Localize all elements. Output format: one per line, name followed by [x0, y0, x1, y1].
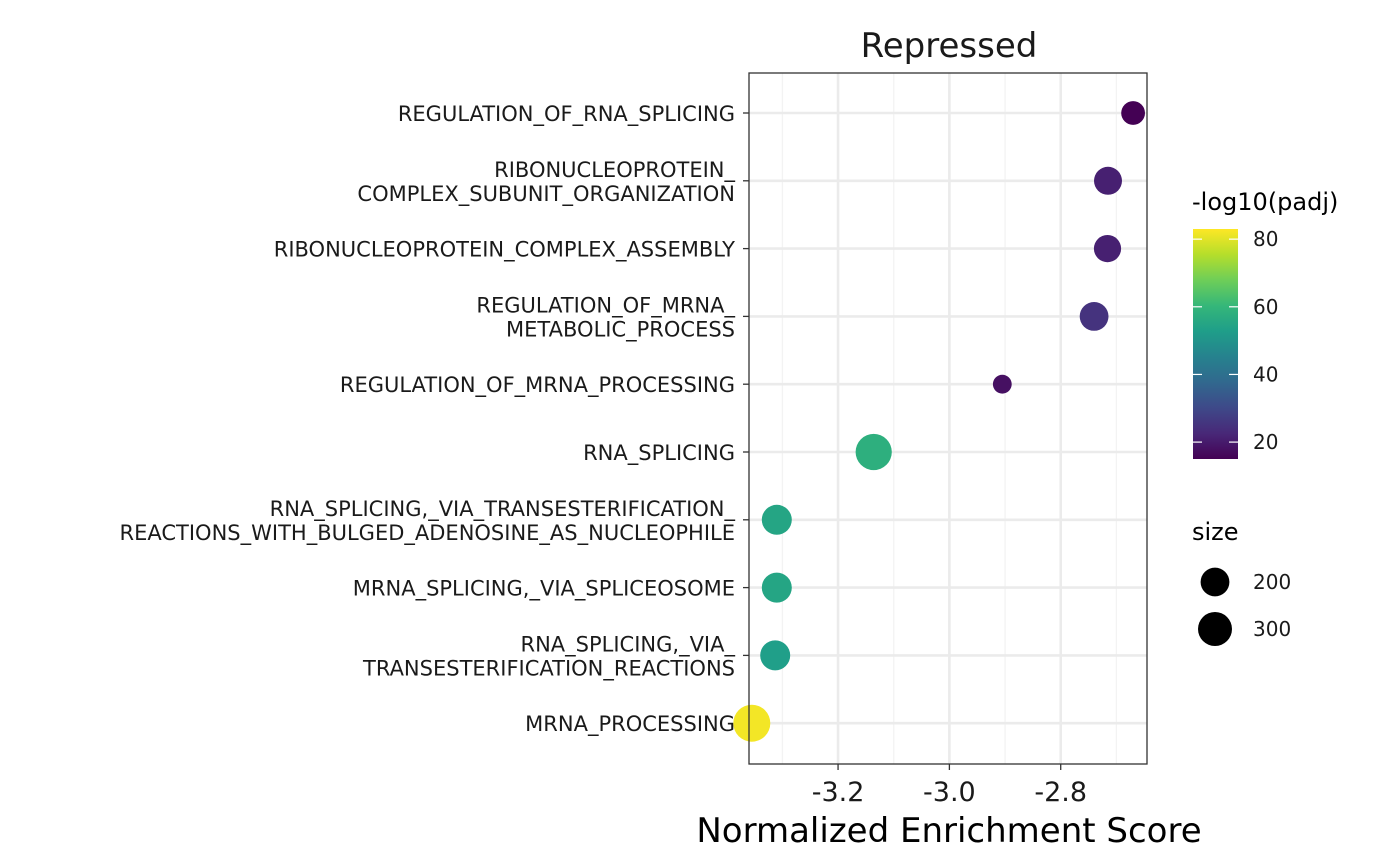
data-point — [761, 504, 792, 535]
color-legend: -log10(padj) 20 40 60 80 — [1192, 188, 1338, 459]
category-labels: REGULATION_OF_RNA_SPLICING RIBONUCLEOPROT… — [120, 102, 749, 737]
colorbar-label: 20 — [1253, 430, 1278, 454]
data-point — [855, 433, 892, 471]
category-label: MRNA_PROCESSING — [525, 712, 735, 737]
colorbar-label: 60 — [1253, 295, 1278, 319]
category-label: MRNA_SPLICING,_VIA_SPLICEOSOME — [353, 577, 735, 602]
data-point — [760, 640, 791, 671]
data-point — [992, 374, 1012, 394]
size-legend: size 200 300 — [1192, 518, 1291, 646]
colorbar-label: 80 — [1253, 227, 1278, 251]
chart-title: Repressed — [861, 26, 1038, 66]
category-label: RNA_SPLICING — [583, 441, 735, 466]
x-axis-title: Normalized Enrichment Score — [696, 811, 1201, 851]
data-point — [733, 704, 771, 742]
category-label: RIBONUCLEOPROTEIN_COMPLEX_ASSEMBLY — [274, 238, 735, 263]
category-label: REGULATION_OF_MRNA_PROCESSING — [340, 373, 735, 398]
size-legend-title: size — [1192, 518, 1239, 546]
x-tick-label: -3.2 — [812, 777, 865, 808]
size-legend-dot — [1200, 567, 1230, 597]
x-tick-label: -3.0 — [923, 777, 976, 808]
data-point — [1094, 166, 1122, 195]
size-legend-dot — [1198, 612, 1232, 646]
colorbar-ticks: 20 40 60 80 — [1193, 227, 1278, 454]
color-legend-title: -log10(padj) — [1192, 188, 1338, 216]
category-label: RIBONUCLEOPROTEIN_ COMPLEX_SUBUNIT_ORGANI… — [357, 158, 735, 207]
data-point — [1079, 302, 1109, 331]
data-point — [761, 572, 792, 603]
category-label: RNA_SPLICING,_VIA_TRANSESTERIFICATION_RE… — [362, 632, 735, 681]
grid-lines — [749, 73, 1147, 764]
size-legend-label: 200 — [1253, 570, 1291, 594]
category-label: REGULATION_OF_MRNA_ METABOLIC_PROCESS — [476, 293, 735, 342]
size-legend-label: 300 — [1253, 617, 1291, 641]
data-points — [733, 101, 1145, 742]
x-axis-ticks: -3.2 -3.0 -2.8 — [812, 764, 1087, 808]
data-point — [1093, 235, 1122, 263]
colorbar — [1193, 229, 1238, 459]
data-point — [1121, 101, 1145, 125]
x-tick-label: -2.8 — [1034, 777, 1087, 808]
size-legend-items: 200 300 — [1198, 567, 1291, 646]
category-label: REGULATION_OF_RNA_SPLICING — [398, 102, 735, 127]
panel-border — [748, 72, 1148, 765]
colorbar-label: 40 — [1253, 362, 1278, 386]
category-label: RNA_SPLICING,_VIA_TRANSESTERIFICATION_RE… — [120, 497, 736, 546]
